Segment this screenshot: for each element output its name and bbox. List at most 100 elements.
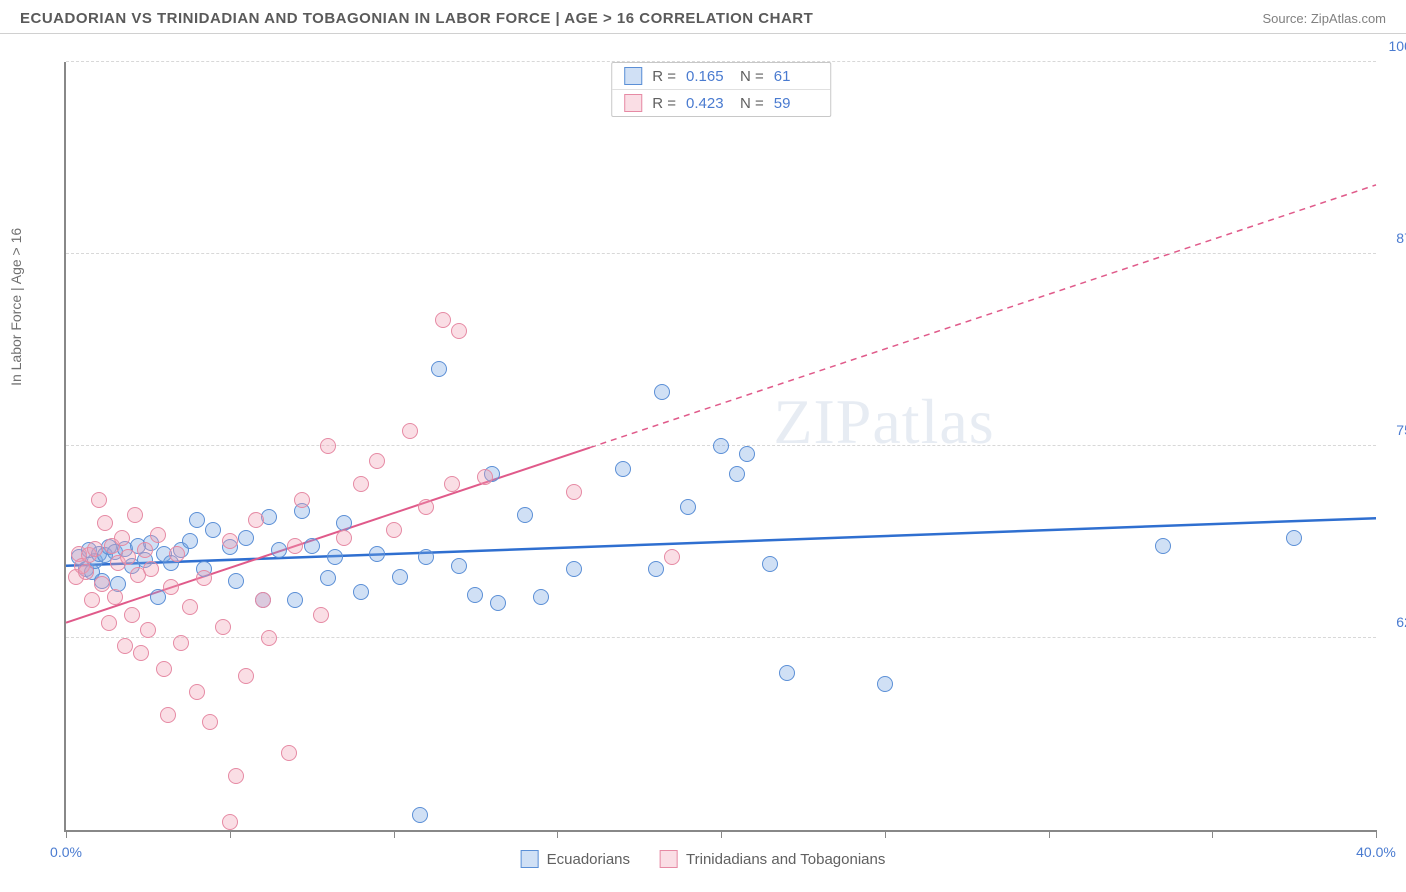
scatter-point — [566, 484, 582, 500]
chart-title: ECUADORIAN VS TRINIDADIAN AND TOBAGONIAN… — [20, 10, 813, 27]
scatter-point — [261, 630, 277, 646]
scatter-point — [336, 515, 352, 531]
scatter-point — [729, 466, 745, 482]
header-bar: ECUADORIAN VS TRINIDADIAN AND TOBAGONIAN… — [0, 0, 1406, 34]
scatter-point — [173, 635, 189, 651]
scatter-point — [386, 522, 402, 538]
legend-swatch — [624, 94, 642, 112]
scatter-point — [94, 576, 110, 592]
scatter-point — [412, 807, 428, 823]
legend-swatch — [660, 850, 678, 868]
scatter-point — [150, 527, 166, 543]
scatter-point — [137, 542, 153, 558]
scatter-point — [304, 538, 320, 554]
scatter-point — [182, 599, 198, 615]
series-legend: Ecuadorians Trinidadians and Tobagonians — [521, 850, 886, 868]
legend-label: Trinidadians and Tobagonians — [686, 851, 885, 868]
legend-swatch — [521, 850, 539, 868]
x-tick — [557, 830, 558, 838]
scatter-point — [189, 684, 205, 700]
scatter-point — [281, 745, 297, 761]
scatter-point — [444, 476, 460, 492]
scatter-point — [189, 512, 205, 528]
scatter-point — [294, 492, 310, 508]
stats-legend: R =0.165N =61R =0.423N =59 — [611, 62, 831, 117]
y-tick-label: 75.0% — [1381, 422, 1406, 438]
scatter-point — [435, 312, 451, 328]
stats-legend-row: R =0.423N =59 — [612, 89, 830, 116]
scatter-point — [533, 589, 549, 605]
scatter-point — [1286, 530, 1302, 546]
scatter-point — [140, 622, 156, 638]
legend-swatch — [624, 67, 642, 85]
scatter-point — [248, 512, 264, 528]
legend-label: Ecuadorians — [547, 851, 630, 868]
x-tick — [66, 830, 67, 838]
watermark: ZIPatlas — [773, 385, 994, 459]
scatter-point — [418, 499, 434, 515]
stat-n-value: 59 — [774, 95, 818, 112]
stat-r-value: 0.423 — [686, 95, 730, 112]
stats-legend-row: R =0.165N =61 — [612, 63, 830, 89]
x-tick — [1212, 830, 1213, 838]
scatter-point — [196, 570, 212, 586]
scatter-point — [160, 707, 176, 723]
scatter-point — [654, 384, 670, 400]
x-tick — [885, 830, 886, 838]
scatter-point — [713, 438, 729, 454]
scatter-point — [202, 714, 218, 730]
scatter-point — [222, 533, 238, 549]
scatter-point — [182, 533, 198, 549]
scatter-point — [1155, 538, 1171, 554]
scatter-point — [353, 476, 369, 492]
x-tick-label: 40.0% — [1356, 844, 1396, 860]
scatter-point — [87, 541, 103, 557]
scatter-point — [91, 492, 107, 508]
stat-r-label: R = — [652, 68, 676, 85]
scatter-point — [222, 814, 238, 830]
scatter-point — [133, 645, 149, 661]
scatter-point — [287, 592, 303, 608]
scatter-point — [779, 665, 795, 681]
y-tick-label: 100.0% — [1381, 38, 1406, 54]
scatter-point — [320, 570, 336, 586]
scatter-point — [101, 615, 117, 631]
stat-r-value: 0.165 — [686, 68, 730, 85]
x-tick — [1049, 830, 1050, 838]
scatter-point — [477, 469, 493, 485]
scatter-point — [156, 661, 172, 677]
scatter-point — [615, 461, 631, 477]
scatter-point — [124, 607, 140, 623]
scatter-point — [228, 768, 244, 784]
scatter-point — [739, 446, 755, 462]
scatter-point — [431, 361, 447, 377]
gridline — [66, 61, 1376, 62]
scatter-point — [163, 579, 179, 595]
scatter-point — [418, 549, 434, 565]
plot-area: ZIPatlas R =0.165N =61R =0.423N =59 62.5… — [64, 62, 1376, 832]
scatter-point — [320, 438, 336, 454]
legend-item: Ecuadorians — [521, 850, 630, 868]
scatter-point — [215, 619, 231, 635]
scatter-point — [680, 499, 696, 515]
scatter-point — [517, 507, 533, 523]
scatter-point — [369, 546, 385, 562]
scatter-point — [490, 595, 506, 611]
scatter-point — [255, 592, 271, 608]
x-tick — [1376, 830, 1377, 838]
chart-container: In Labor Force | Age > 16 ZIPatlas R =0.… — [20, 42, 1386, 872]
scatter-point — [228, 573, 244, 589]
scatter-point — [566, 561, 582, 577]
scatter-point — [238, 668, 254, 684]
scatter-point — [877, 676, 893, 692]
x-tick — [394, 830, 395, 838]
scatter-point — [664, 549, 680, 565]
scatter-point — [451, 323, 467, 339]
y-tick-label: 87.5% — [1381, 230, 1406, 246]
scatter-point — [327, 549, 343, 565]
scatter-point — [114, 530, 130, 546]
scatter-point — [313, 607, 329, 623]
scatter-point — [97, 515, 113, 531]
source-label: Source: ZipAtlas.com — [1262, 11, 1386, 26]
scatter-point — [84, 592, 100, 608]
